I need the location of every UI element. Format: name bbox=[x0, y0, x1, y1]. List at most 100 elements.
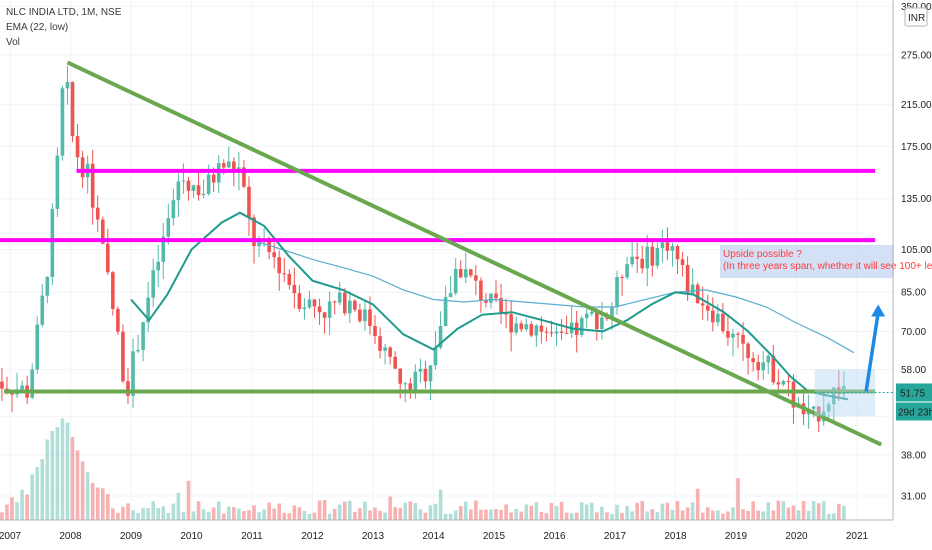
price-axis[interactable]: 31.0038.0046.0058.0070.0085.00105.00135.… bbox=[814, 0, 932, 520]
volume-bar bbox=[181, 511, 186, 520]
volume-bar bbox=[590, 502, 594, 520]
vol-legend[interactable]: Vol bbox=[6, 37, 20, 48]
volume-bar bbox=[438, 489, 443, 520]
volume-bar bbox=[302, 510, 307, 520]
volume-bar bbox=[615, 504, 619, 520]
annotation-text: Upside possible ? bbox=[723, 249, 802, 260]
volume-bar bbox=[75, 450, 80, 520]
candle-body bbox=[363, 309, 367, 322]
upside-arrow-shaft bbox=[864, 312, 880, 392]
volume-bar bbox=[595, 512, 599, 520]
volume-bar bbox=[443, 513, 448, 520]
volume-bar bbox=[494, 509, 498, 520]
volume-bar bbox=[635, 502, 639, 520]
volume-bar bbox=[690, 502, 695, 520]
volume-bar bbox=[252, 505, 256, 520]
volume-bar bbox=[766, 502, 771, 520]
upside-arrow-head bbox=[871, 304, 886, 317]
candle-body bbox=[408, 383, 413, 392]
time-tick-label: 2011 bbox=[241, 531, 263, 542]
volume-bar bbox=[297, 507, 302, 520]
volume-bar bbox=[272, 508, 276, 520]
candle-body bbox=[161, 236, 166, 262]
candle-body bbox=[378, 336, 382, 351]
candle-body bbox=[393, 356, 397, 369]
volume-bar bbox=[232, 507, 236, 520]
candle-body bbox=[332, 301, 337, 303]
volume-bar bbox=[685, 507, 690, 520]
volume-bar bbox=[342, 501, 347, 520]
candle-body bbox=[630, 256, 634, 265]
volume-bar bbox=[716, 510, 720, 520]
volume-bar bbox=[90, 482, 95, 520]
candle-body bbox=[121, 331, 125, 382]
candle-body bbox=[579, 318, 584, 335]
time-tick-label: 2012 bbox=[301, 531, 324, 542]
ema-legend[interactable]: EMA (22, low) bbox=[6, 22, 69, 33]
time-tick-label: 2021 bbox=[846, 531, 869, 542]
candle-body bbox=[181, 180, 186, 182]
annotation-text: (In three years span, whether it will se… bbox=[723, 261, 932, 272]
volume-bar bbox=[726, 511, 730, 520]
candle-body bbox=[227, 161, 231, 168]
drawing-tools[interactable]: Upside possible ?(In three years span, w… bbox=[0, 60, 932, 447]
candle-body bbox=[312, 299, 317, 307]
currency-badge bbox=[904, 7, 928, 27]
candle-body bbox=[221, 163, 226, 168]
candle-body bbox=[111, 272, 115, 309]
volume-bar bbox=[116, 512, 120, 520]
candle-body bbox=[458, 268, 463, 278]
volume-bar bbox=[35, 466, 40, 520]
candle-body bbox=[75, 136, 80, 158]
candle-body bbox=[176, 181, 181, 201]
volume-bar bbox=[630, 511, 634, 520]
volume-bar bbox=[786, 507, 791, 520]
candle-body bbox=[484, 299, 488, 303]
volume-bar bbox=[322, 500, 327, 520]
volume-bar bbox=[842, 505, 846, 520]
volume-bar bbox=[171, 503, 176, 520]
candle-body bbox=[242, 167, 246, 187]
candle-body bbox=[95, 207, 100, 220]
price-tick-label: 350.00 bbox=[901, 2, 932, 13]
price-tick-label: 215.00 bbox=[901, 100, 932, 111]
time-axis[interactable]: 2007 2008 2009 2010 2011 2012 2013 2014 2015 2016… bbox=[0, 519, 893, 542]
candle-body bbox=[131, 351, 135, 396]
candle-body bbox=[342, 292, 347, 314]
candle-body bbox=[645, 246, 650, 269]
volume-bar bbox=[811, 501, 816, 520]
candle-body bbox=[287, 273, 292, 285]
ema-long-line bbox=[251, 239, 855, 354]
candle-body bbox=[196, 185, 201, 196]
volume-bar bbox=[186, 480, 191, 520]
volume-bar bbox=[176, 492, 181, 520]
candle-body bbox=[100, 219, 105, 244]
candle-body bbox=[211, 174, 216, 183]
candle-body bbox=[45, 276, 50, 296]
volume-bar bbox=[524, 504, 529, 520]
volume-bar bbox=[539, 511, 544, 520]
candle-body bbox=[232, 161, 236, 173]
volume-bar bbox=[368, 510, 372, 520]
candle-body bbox=[398, 368, 403, 384]
volume-bar bbox=[675, 501, 680, 520]
volume-bar bbox=[458, 506, 463, 520]
candle-body bbox=[670, 246, 675, 251]
volume-bar bbox=[191, 511, 196, 520]
volume-bar bbox=[529, 505, 534, 520]
candle-body bbox=[272, 252, 276, 258]
volume-bar bbox=[262, 509, 266, 520]
ema-22-line bbox=[130, 211, 849, 401]
candle-body bbox=[126, 381, 130, 396]
time-tick-label: 2017 bbox=[604, 531, 627, 542]
candle-body bbox=[469, 269, 473, 276]
candle-body bbox=[514, 323, 518, 333]
time-tick-label: 2007 bbox=[0, 531, 22, 542]
symbol-title[interactable]: NLC INDIA LTD, 1M, NSE bbox=[6, 7, 122, 18]
volume-bar bbox=[771, 510, 776, 520]
volume-bar bbox=[196, 501, 201, 520]
volume-bar bbox=[469, 509, 473, 520]
candle-body bbox=[277, 257, 282, 274]
volume-bar bbox=[277, 503, 282, 520]
